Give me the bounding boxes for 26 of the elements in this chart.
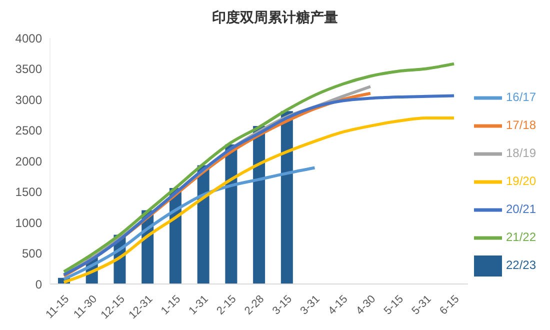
y-tick-label: 2000: [15, 154, 42, 168]
y-tick-label: 2500: [15, 124, 42, 138]
y-tick-label: 1500: [15, 185, 42, 200]
bar: [280, 111, 293, 284]
line-series: [62, 94, 456, 276]
x-tick-label: 5-31: [410, 293, 434, 318]
legend-label: 22/23: [506, 258, 536, 272]
legend-label: 18/19: [506, 146, 536, 160]
chart-title: 印度双周累计糖产量: [212, 9, 338, 25]
y-tick-label: 4000: [15, 31, 42, 46]
y-tick-label: 3500: [15, 62, 42, 76]
line-series: [62, 166, 316, 281]
y-tick-label: 500: [22, 246, 42, 261]
y-tick-label: 3000: [15, 92, 42, 107]
legend-label: 19/20: [506, 174, 536, 188]
y-tick-label: 1000: [15, 216, 42, 230]
legend-label: 20/21: [506, 202, 536, 216]
x-tick-label: 3-31: [298, 293, 322, 318]
y-tick-label: 0: [35, 277, 42, 292]
line-series: [62, 62, 456, 274]
legend-label: 21/22: [506, 230, 536, 244]
legend-label: 17/18: [506, 118, 536, 132]
legend-label: 16/17: [506, 90, 536, 104]
x-tick-label: 1-31: [186, 293, 211, 318]
x-tick-label: 4-30: [354, 293, 378, 318]
line-series: [62, 116, 456, 284]
